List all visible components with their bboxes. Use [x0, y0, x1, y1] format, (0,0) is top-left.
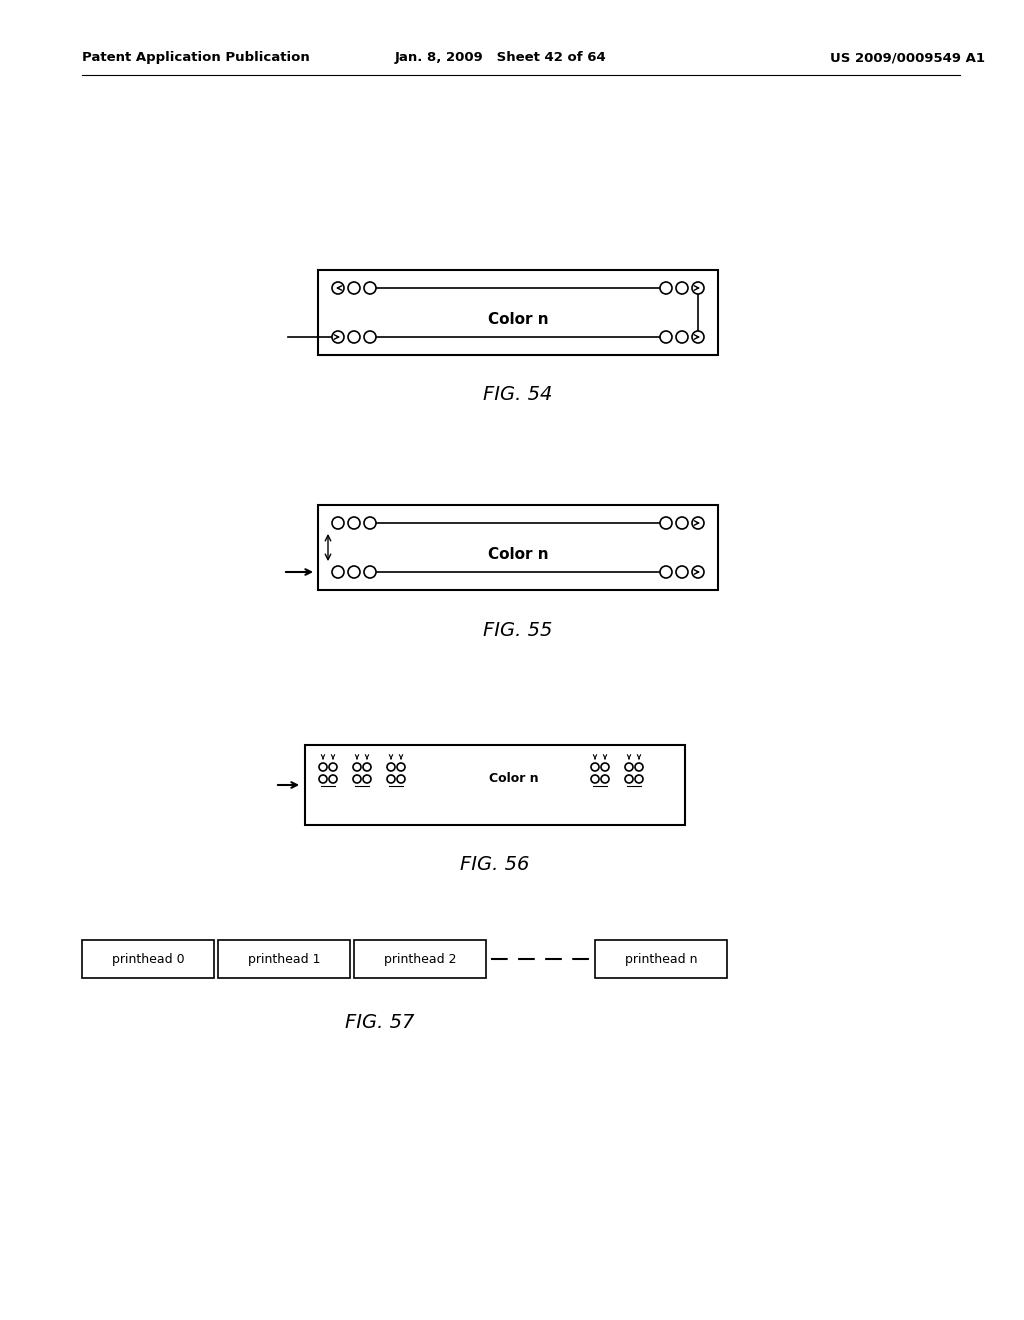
Circle shape — [676, 517, 688, 529]
Circle shape — [332, 566, 344, 578]
Circle shape — [635, 763, 643, 771]
Text: FIG. 55: FIG. 55 — [483, 620, 553, 639]
Text: FIG. 57: FIG. 57 — [345, 1014, 415, 1032]
Circle shape — [692, 331, 705, 343]
Text: Color n: Color n — [489, 772, 539, 785]
Circle shape — [692, 282, 705, 294]
Text: printhead n: printhead n — [625, 953, 697, 965]
Circle shape — [353, 775, 361, 783]
Text: printhead 2: printhead 2 — [384, 953, 457, 965]
Circle shape — [364, 566, 376, 578]
Circle shape — [319, 763, 327, 771]
Bar — [318, 506, 718, 590]
Bar — [82, 940, 214, 978]
Circle shape — [660, 282, 672, 294]
Circle shape — [387, 763, 395, 771]
Text: FIG. 54: FIG. 54 — [483, 385, 553, 404]
Circle shape — [348, 282, 360, 294]
Text: US 2009/0009549 A1: US 2009/0009549 A1 — [830, 51, 985, 65]
Circle shape — [364, 331, 376, 343]
Text: printhead 0: printhead 0 — [112, 953, 184, 965]
Circle shape — [692, 566, 705, 578]
Circle shape — [660, 566, 672, 578]
Circle shape — [601, 775, 609, 783]
Circle shape — [387, 775, 395, 783]
Circle shape — [591, 763, 599, 771]
Circle shape — [362, 775, 371, 783]
Circle shape — [660, 517, 672, 529]
Text: Color n: Color n — [487, 546, 548, 562]
Circle shape — [319, 775, 327, 783]
Circle shape — [364, 517, 376, 529]
Circle shape — [332, 517, 344, 529]
Circle shape — [601, 763, 609, 771]
Circle shape — [676, 566, 688, 578]
Circle shape — [591, 775, 599, 783]
Circle shape — [353, 763, 361, 771]
Bar — [218, 940, 350, 978]
Circle shape — [676, 331, 688, 343]
Circle shape — [329, 763, 337, 771]
Text: FIG. 56: FIG. 56 — [461, 855, 529, 874]
Circle shape — [332, 282, 344, 294]
Circle shape — [332, 331, 344, 343]
Circle shape — [362, 763, 371, 771]
Circle shape — [397, 775, 406, 783]
Circle shape — [348, 566, 360, 578]
Bar — [305, 744, 685, 825]
Circle shape — [676, 282, 688, 294]
Circle shape — [329, 775, 337, 783]
Text: Color n: Color n — [487, 312, 548, 327]
Text: Jan. 8, 2009   Sheet 42 of 64: Jan. 8, 2009 Sheet 42 of 64 — [395, 51, 607, 65]
Circle shape — [625, 763, 633, 771]
Circle shape — [660, 331, 672, 343]
Circle shape — [364, 282, 376, 294]
Circle shape — [692, 517, 705, 529]
Text: Patent Application Publication: Patent Application Publication — [82, 51, 309, 65]
Text: printhead 1: printhead 1 — [248, 953, 321, 965]
Circle shape — [348, 517, 360, 529]
Bar — [595, 940, 727, 978]
Circle shape — [397, 763, 406, 771]
Circle shape — [348, 331, 360, 343]
Circle shape — [625, 775, 633, 783]
Bar — [354, 940, 486, 978]
Bar — [318, 271, 718, 355]
Circle shape — [635, 775, 643, 783]
